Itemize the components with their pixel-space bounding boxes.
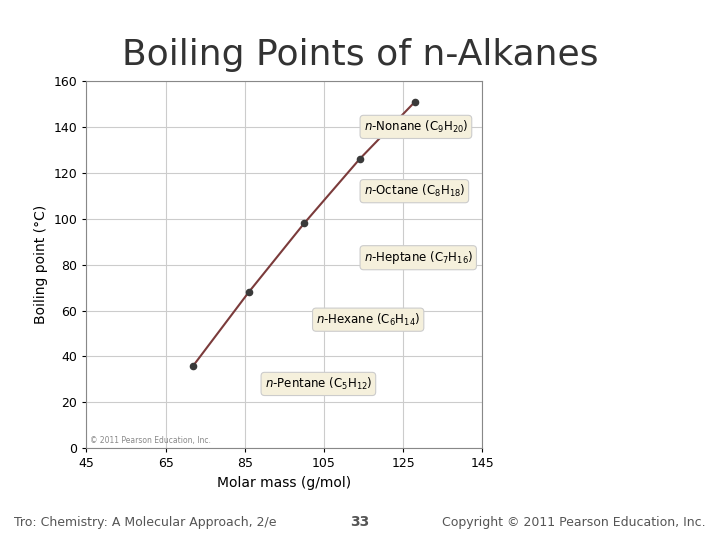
Text: $n$-Nonane (C$_9$H$_{20}$): $n$-Nonane (C$_9$H$_{20}$) [364,119,468,135]
Text: $n$-Heptane (C$_7$H$_{16}$): $n$-Heptane (C$_7$H$_{16}$) [364,249,473,266]
Text: © 2011 Pearson Education, Inc.: © 2011 Pearson Education, Inc. [90,436,211,444]
Text: 33: 33 [351,515,369,529]
Text: Boiling Points of n-Alkanes: Boiling Points of n-Alkanes [122,38,598,72]
Point [243,288,255,296]
Text: $n$-Octane (C$_8$H$_{18}$): $n$-Octane (C$_8$H$_{18}$) [364,183,465,199]
Text: Copyright © 2011 Pearson Education, Inc.: Copyright © 2011 Pearson Education, Inc. [442,516,706,529]
Text: $n$-Pentane (C$_5$H$_{12}$): $n$-Pentane (C$_5$H$_{12}$) [265,376,372,392]
X-axis label: Molar mass (g/mol): Molar mass (g/mol) [217,476,351,490]
Point [354,154,366,163]
Text: Tro: Chemistry: A Molecular Approach, 2/e: Tro: Chemistry: A Molecular Approach, 2/… [14,516,277,529]
Text: $n$-Hexane (C$_6$H$_{14}$): $n$-Hexane (C$_6$H$_{14}$) [316,312,420,328]
Point [410,97,421,106]
Y-axis label: Boiling point (°C): Boiling point (°C) [34,205,48,324]
Point [299,219,310,227]
Point [188,361,199,370]
